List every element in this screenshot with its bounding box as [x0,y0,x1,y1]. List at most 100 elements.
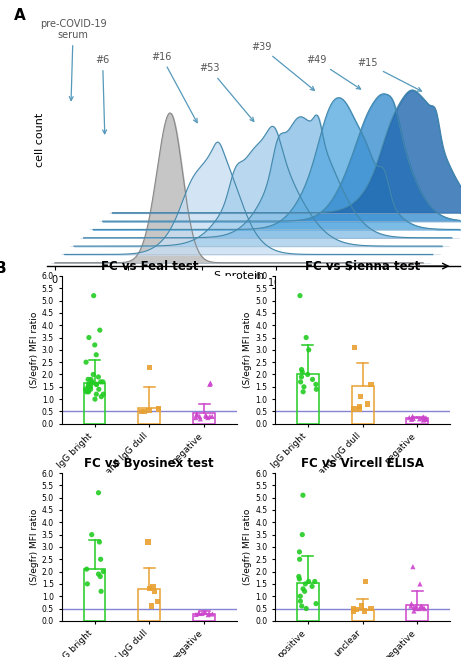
Point [296,547,303,557]
Point [87,382,94,392]
Point [410,413,417,424]
Point [91,340,99,350]
Point [350,403,358,415]
Point [311,576,319,587]
Y-axis label: cell count: cell count [35,112,45,167]
Point [83,579,91,589]
Text: #39: #39 [251,42,314,91]
Point [409,561,417,572]
Point [99,376,107,387]
Point [358,600,365,611]
Point [295,571,302,582]
Point [407,600,415,611]
Point [141,406,148,417]
Point [421,413,429,423]
Point [146,362,154,373]
Point [196,411,203,422]
Text: #53: #53 [199,63,254,122]
Point [350,603,357,614]
Point [93,379,100,390]
Point [405,413,413,423]
Point [353,604,361,615]
Point [205,608,213,619]
Point [412,600,420,611]
Point [198,608,206,619]
Point [204,610,212,620]
Point [97,554,104,564]
Point [356,401,363,412]
Point [416,579,424,589]
Point [410,606,418,616]
Point [88,530,96,540]
Title: FC vs Feal test: FC vs Feal test [100,260,198,273]
Point [362,576,370,587]
Point [305,576,312,587]
Point [419,415,427,425]
Text: #15: #15 [357,58,421,91]
Point [409,411,416,422]
Point [92,389,100,399]
Point [85,379,92,390]
Point [417,600,425,611]
Point [96,325,104,336]
Bar [83,383,105,424]
Y-axis label: (S/egfr) MFI ratio: (S/egfr) MFI ratio [243,311,252,388]
Point [299,490,307,501]
Point [98,392,105,402]
Point [361,606,368,616]
Y-axis label: (S/egfr) MFI ratio: (S/egfr) MFI ratio [30,311,39,388]
Point [201,607,209,618]
Point [91,394,99,405]
Point [367,379,375,390]
Point [364,399,371,409]
Point [144,537,152,547]
Point [296,554,303,564]
Point [145,405,153,415]
Point [410,602,418,612]
Point [416,414,423,424]
Point [148,600,155,611]
Point [299,583,307,594]
Title: FC vs Byosinex test: FC vs Byosinex test [84,457,214,470]
Bar [83,569,105,621]
Point [192,413,200,423]
Bar [193,413,215,424]
Point [138,406,146,417]
Point [209,608,216,619]
Point [92,350,100,360]
Title: FC vs Vircell ELISA: FC vs Vircell ELISA [301,457,424,470]
Point [97,571,104,582]
Point [195,608,202,619]
Text: pre-COVID-19
serum: pre-COVID-19 serum [40,18,107,101]
Point [95,372,102,382]
Point [202,410,210,420]
Point [297,596,304,606]
Point [192,609,200,620]
Point [408,599,415,609]
Bar [138,589,160,621]
Y-axis label: (S/egfr) MFI ratio: (S/egfr) MFI ratio [30,509,39,585]
Bar [297,374,319,424]
Point [419,413,427,423]
Point [300,382,308,392]
Bar [193,614,215,621]
Point [351,342,358,353]
Point [149,581,157,592]
Point [88,378,96,388]
Text: #6: #6 [95,55,110,134]
Point [298,364,305,374]
Point [83,564,91,574]
Point [95,487,102,498]
Text: B: B [0,261,7,276]
Point [84,374,92,385]
Point [90,369,97,380]
Point [87,384,94,394]
Point [412,603,420,614]
Point [367,603,375,614]
Point [312,379,319,390]
Point [82,384,90,394]
Bar [297,583,319,621]
Point [204,413,211,423]
Point [146,583,154,594]
Point [309,374,316,385]
